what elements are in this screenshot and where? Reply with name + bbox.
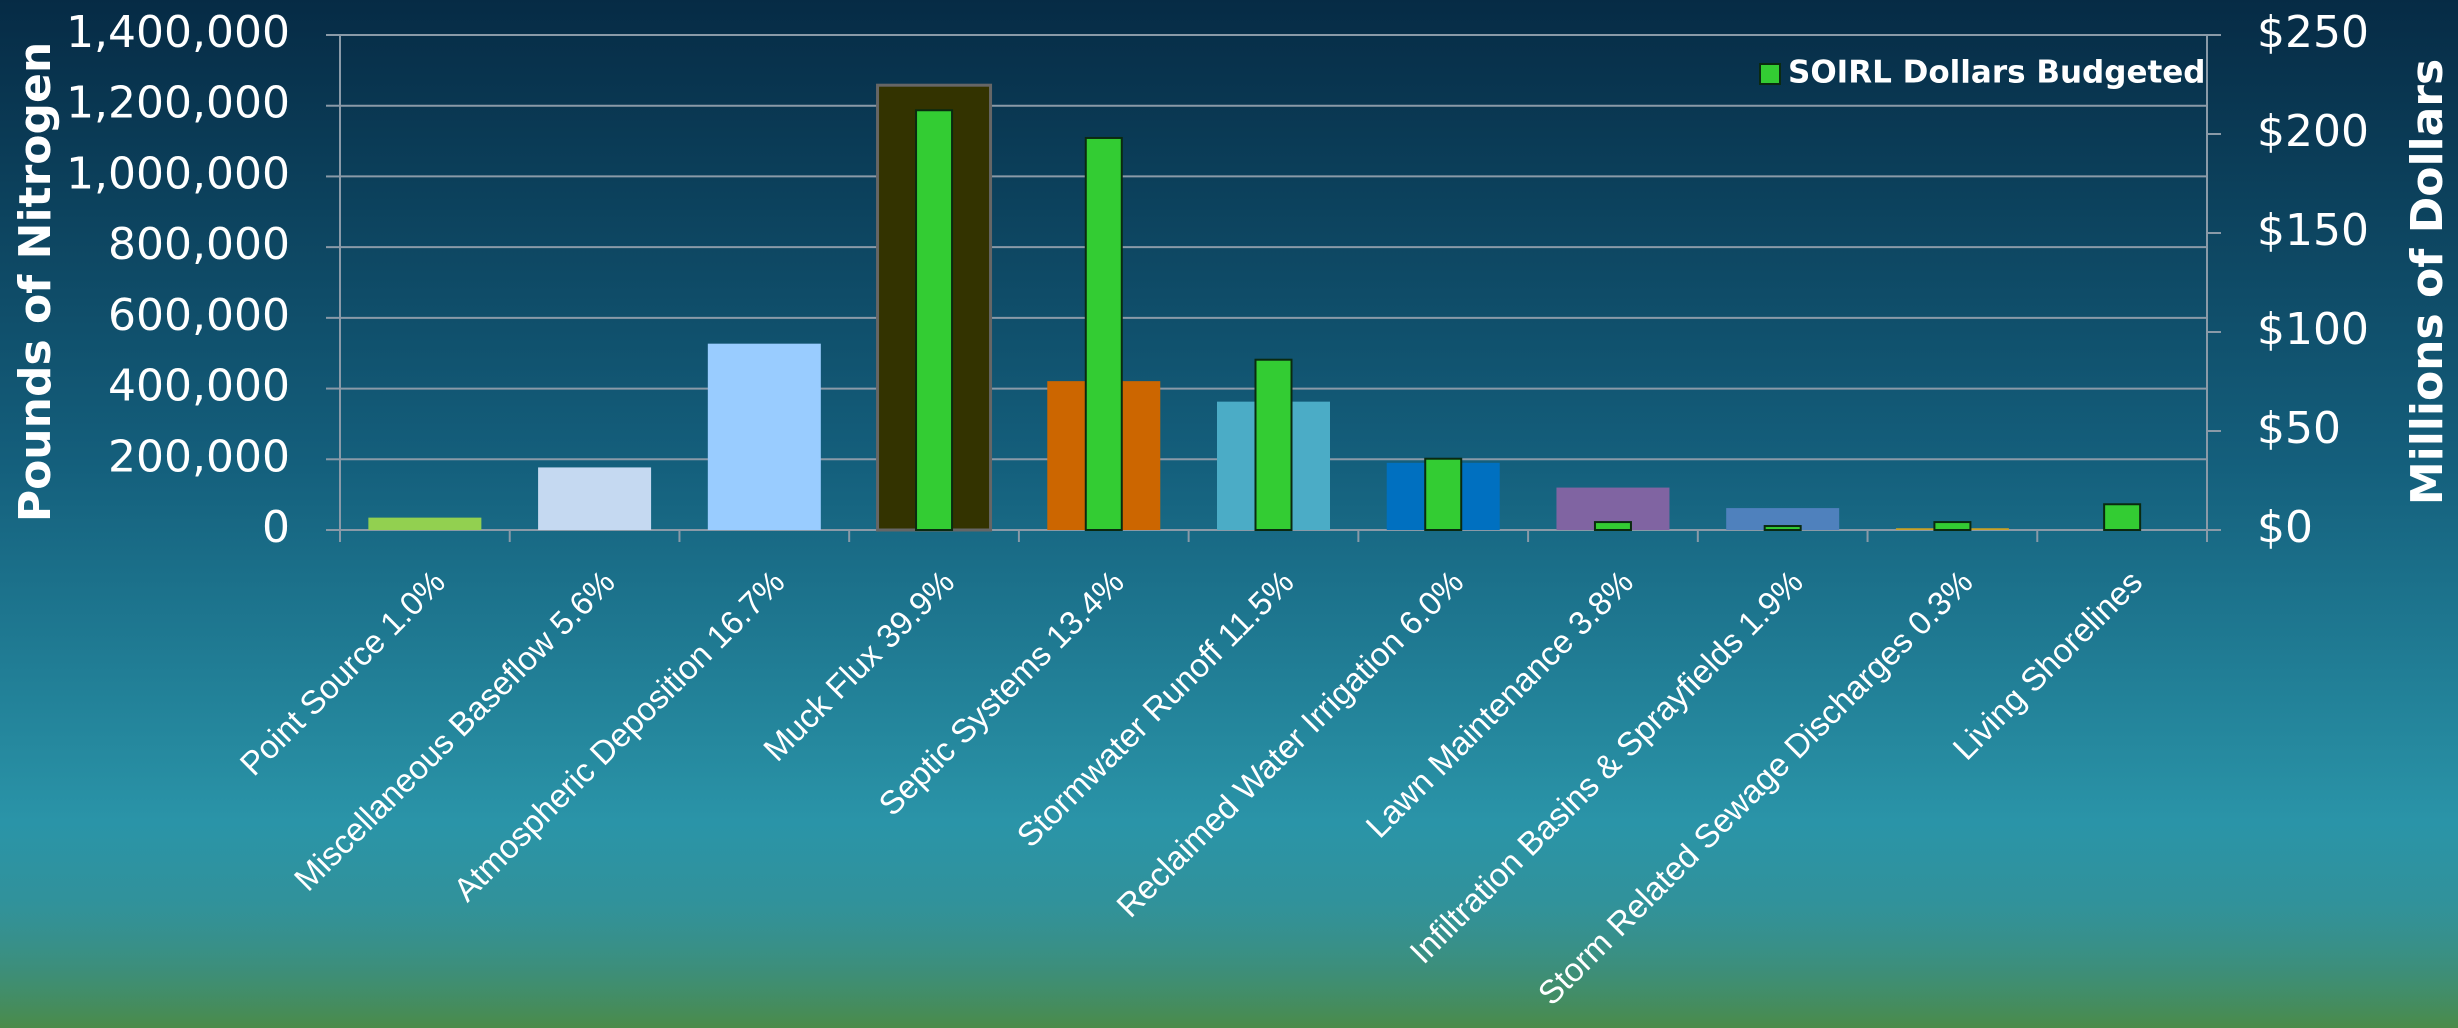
y-tick-label: 400,000 (108, 361, 290, 412)
bar (1726, 508, 1840, 530)
bar (1933, 521, 1972, 532)
y2-axis-title: Millions of Dollars (2402, 59, 2453, 505)
y2-tick-label: $0 (2257, 502, 2313, 553)
legend-label: SOIRL Dollars Budgeted (1788, 55, 2206, 91)
y-axis-title: Pounds of Nitrogen (10, 42, 61, 522)
y-tick-label: 800,000 (108, 219, 290, 270)
bar (1254, 358, 1293, 531)
y2-tick-label: $150 (2257, 205, 2369, 256)
seagrass (0, 900, 2458, 1028)
bar (1084, 136, 1123, 532)
y2-tick-label: $100 (2257, 304, 2369, 355)
y2-tick-label: $200 (2257, 106, 2369, 157)
y2-tick-label: $50 (2257, 403, 2341, 454)
bar (1424, 457, 1463, 531)
bar (915, 109, 954, 532)
y-tick-label: 1,200,000 (66, 78, 290, 129)
bar (368, 517, 482, 530)
y-tick-label: 200,000 (108, 431, 290, 482)
bar (1763, 525, 1802, 531)
bar (707, 343, 821, 530)
bar (538, 467, 652, 530)
bar (2103, 503, 2142, 532)
bar (1593, 521, 1632, 532)
legend-swatch (1759, 63, 1781, 85)
y2-tick-label: $250 (2257, 7, 2369, 58)
y-tick-label: 600,000 (108, 290, 290, 341)
y-tick-label: 1,000,000 (66, 148, 290, 199)
y-tick-label: 0 (262, 502, 290, 553)
y-tick-label: 1,400,000 (66, 7, 290, 58)
